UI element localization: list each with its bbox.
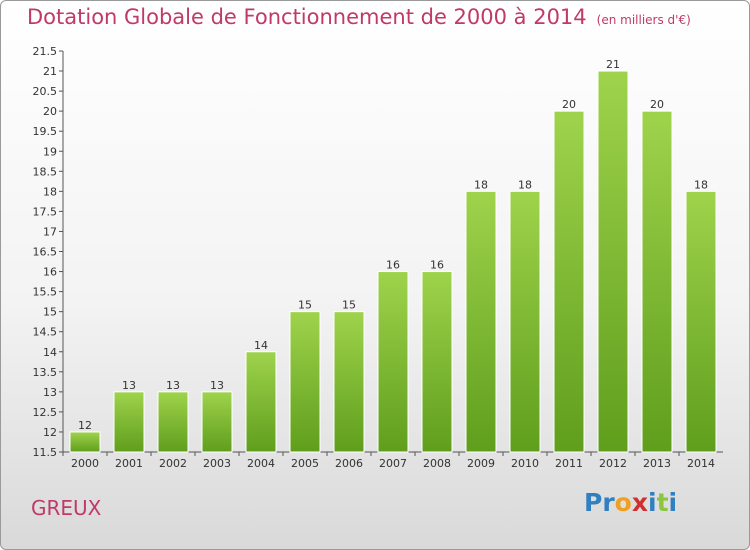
x-tick-label: 2004: [247, 457, 275, 470]
x-tick-label: 2008: [423, 457, 451, 470]
y-tick-label: 20: [43, 105, 57, 118]
value-label-2010: 18: [518, 178, 532, 191]
bar-2004: [245, 351, 277, 453]
y-tick-label: 12: [43, 426, 57, 439]
value-label-2002: 13: [166, 379, 180, 392]
bar-2006: [333, 311, 365, 453]
value-label-2014: 18: [694, 178, 708, 191]
value-label-2000: 12: [78, 419, 92, 432]
y-tick-label: 19: [43, 145, 57, 158]
value-label-2001: 13: [122, 379, 136, 392]
logo-letter: r: [602, 488, 615, 517]
bar-2014: [685, 190, 717, 453]
bar-2009: [465, 190, 497, 453]
y-tick-label: 21.5: [33, 45, 58, 58]
bar-2002: [157, 391, 189, 453]
x-axis: 2000 2001 2002 2003 2004 2005 2006 2007 2008 2009…: [62, 451, 723, 470]
y-tick-label: 15.5: [33, 286, 58, 299]
y-tick-label: 17.5: [33, 205, 58, 218]
y-tick-label: 14.5: [33, 326, 58, 339]
value-label-2007: 16: [386, 259, 400, 272]
title-line: Dotation Globale de Fonctionnement de 20…: [27, 5, 691, 29]
x-tick-label: 2002: [159, 457, 187, 470]
bar-2001: [113, 391, 145, 453]
x-tick-label: 2014: [687, 457, 715, 470]
y-tick-label: 18: [43, 185, 57, 198]
value-label-2006: 15: [342, 299, 356, 312]
chart-subtitle: (en milliers d'€): [596, 13, 691, 27]
y-tick-label: 13: [43, 386, 57, 399]
logo-letter: t: [656, 488, 669, 517]
x-tick-label: 2000: [71, 457, 99, 470]
value-labels: 12 13 13 13 14 15 15 16 16 18 18 20 21 20 18: [78, 58, 708, 432]
logo-letter: i: [668, 488, 678, 517]
value-label-2012: 21: [606, 58, 620, 71]
x-tick-label: 2005: [291, 457, 319, 470]
logo-letter: o: [614, 488, 632, 517]
y-tick-label: 18.5: [33, 165, 58, 178]
bars: [69, 70, 717, 453]
y-tick-label: 16: [43, 266, 57, 279]
y-tick-label: 19.5: [33, 125, 58, 138]
y-tick-label: 14: [43, 346, 57, 359]
y-tick-label: 16.5: [33, 246, 58, 259]
bar-2003: [201, 391, 233, 453]
y-tick-label: 17: [43, 225, 57, 238]
y-axis: 11.5 12 12.5 13 13.5 14 14.5 15 15.5 16 16.5 17 17.5…: [33, 45, 64, 459]
bar-2008: [421, 271, 453, 453]
bar-2013: [641, 110, 673, 453]
bar-2012: [597, 70, 629, 453]
y-tick-label: 20.5: [33, 85, 58, 98]
x-tick-label: 2003: [203, 457, 231, 470]
bar-2005: [289, 311, 321, 453]
value-label-2003: 13: [210, 379, 224, 392]
x-tick-label: 2011: [555, 457, 583, 470]
commune-name: GREUX: [31, 496, 102, 520]
logo-letter: P: [584, 488, 603, 517]
x-tick-label: 2006: [335, 457, 363, 470]
bar-2011: [553, 110, 585, 453]
bar-2000: [69, 431, 101, 453]
y-tick-label: 15: [43, 306, 57, 319]
y-tick-label: 12.5: [33, 406, 58, 419]
chart-title: Dotation Globale de Fonctionnement de 20…: [27, 5, 587, 29]
logo-letter: i: [648, 488, 657, 517]
value-label-2013: 20: [650, 98, 664, 111]
x-tick-label: 2007: [379, 457, 407, 470]
x-tick-label: 2013: [643, 457, 671, 470]
y-tick-label: 21: [43, 65, 57, 78]
x-tick-label: 2010: [511, 457, 539, 470]
x-tick-label: 2001: [115, 457, 143, 470]
value-label-2004: 14: [254, 339, 268, 352]
x-tick-label: 2012: [599, 457, 627, 470]
value-label-2008: 16: [430, 259, 444, 272]
logo-letter: x: [631, 488, 648, 517]
value-label-2009: 18: [474, 178, 488, 191]
bar-2007: [377, 271, 409, 453]
proxiti-logo[interactable]: Proxiti: [584, 488, 677, 517]
y-tick-label: 11.5: [33, 446, 58, 459]
value-label-2011: 20: [562, 98, 576, 111]
value-label-2005: 15: [298, 299, 312, 312]
y-tick-label: 13.5: [33, 366, 58, 379]
x-tick-label: 2009: [467, 457, 495, 470]
bar-2010: [509, 190, 541, 453]
